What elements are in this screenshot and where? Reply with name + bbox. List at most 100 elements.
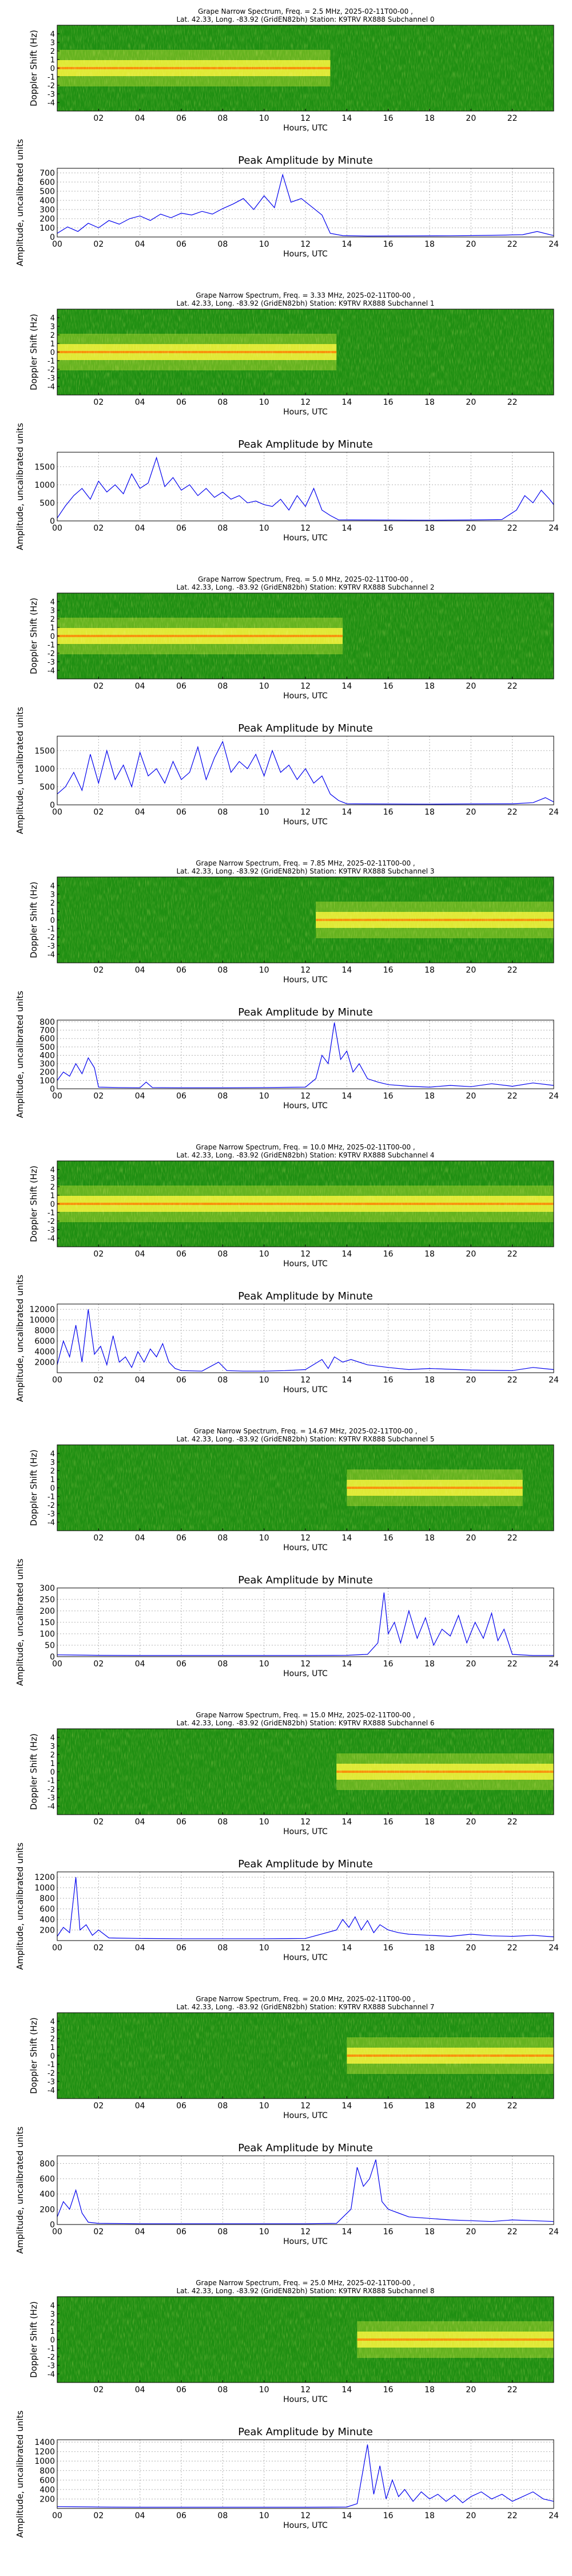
amplitude-xtick-label: 06 <box>176 808 186 817</box>
amplitude-ytick-label: 0 <box>50 2221 55 2230</box>
amplitude-xtick-label: 00 <box>52 1092 62 1101</box>
amplitude-xtick-label: 22 <box>507 2227 518 2237</box>
spectrogram-ytick-label: 0 <box>50 633 55 641</box>
amplitude-ytick-label: 200 <box>39 215 55 224</box>
spectrogram-ytick-label: 0 <box>50 1768 55 1777</box>
spectrogram-ytick-label: 0 <box>50 1484 55 1493</box>
amplitude-xtick-label: 08 <box>217 1943 228 1953</box>
amplitude-xtick-label: 20 <box>466 524 476 533</box>
spectrogram-xtick-label: 12 <box>300 2101 311 2111</box>
spectrogram-xtick-label: 22 <box>507 682 518 691</box>
amplitude-ytick-label: 0 <box>50 1085 55 1094</box>
spectrogram-ytick-label: -2 <box>47 934 55 942</box>
spectrogram-ytick-label: -4 <box>47 951 55 959</box>
spectrogram-xtick-label: 18 <box>424 114 435 123</box>
amplitude-xtick-label: 16 <box>383 1660 394 1669</box>
spectrogram-xtick-label: 22 <box>507 114 518 123</box>
spectrogram-xtick-label: 16 <box>383 966 394 975</box>
spectrogram-xtick-label: 18 <box>424 682 435 691</box>
spectrogram-xtick-label: 10 <box>259 682 269 691</box>
amplitude-ylabel: Amplitude, uncalibrated units <box>15 2127 25 2254</box>
amplitude-ytick-label: 10000 <box>29 1316 55 1325</box>
spectrogram-xtick-label: 14 <box>341 682 352 691</box>
amplitude-ytick-label: 700 <box>39 169 55 178</box>
amplitude-xtick-label: 20 <box>466 1092 476 1101</box>
spectrogram-xtick-label: 20 <box>466 682 476 691</box>
amplitude-series-line <box>57 2444 554 2508</box>
amplitude-xtick-label: 02 <box>93 2227 104 2237</box>
spectrogram-ytick-label: 1 <box>50 908 55 916</box>
amplitude-xtick-label: 16 <box>383 2511 394 2520</box>
spectrogram-xtick-label: 22 <box>507 1250 518 1259</box>
amplitude-xtick-label: 06 <box>176 1943 186 1953</box>
amplitude-ytick-label: 1000 <box>34 765 55 774</box>
amplitude-xtick-label: 10 <box>259 524 269 533</box>
spectrogram-xtick-label: 08 <box>217 682 228 691</box>
amplitude-xtick-label: 16 <box>383 240 394 249</box>
spectrogram-xtick-label: 16 <box>383 398 394 407</box>
amplitude-xtick-label: 00 <box>52 1660 62 1669</box>
spectrogram-ytick-label: -1 <box>47 1777 55 1785</box>
spectrogram-ytick-label: 0 <box>50 2336 55 2345</box>
spectrogram-ytick-label: 4 <box>50 1450 55 1459</box>
amplitude-ytick-label: 800 <box>39 2159 55 2168</box>
spectrogram-ytick-label: -2 <box>47 2069 55 2078</box>
spectrogram-title: Grape Narrow Spectrum, Freq. = 14.67 MHz… <box>193 1427 417 1435</box>
spectrogram-xtick-label: 02 <box>93 114 104 123</box>
spectrogram-xtick-label: 20 <box>466 398 476 407</box>
spectrogram-xtick-label: 02 <box>93 1250 104 1259</box>
amplitude-ytick-label: 500 <box>39 499 55 508</box>
spectrogram-ytick-label: 2 <box>50 615 55 624</box>
amplitude-ylabel: Amplitude, uncalibrated units <box>15 1843 25 1970</box>
amplitude-xtick-label: 12 <box>300 1943 311 1953</box>
spectrogram-ytick-label: 2 <box>50 2319 55 2328</box>
spectrogram-xtick-label: 08 <box>217 114 228 123</box>
amplitude-xtick-label: 06 <box>176 1376 186 1385</box>
spectrogram-xtick-label: 18 <box>424 398 435 407</box>
spectrogram-xtick-label: 20 <box>466 114 476 123</box>
amplitude-xtick-label: 22 <box>507 808 518 817</box>
amplitude-xtick-label: 02 <box>93 1660 104 1669</box>
spectrogram-xtick-label: 16 <box>383 1818 394 1827</box>
spectrogram-ytick-label: -3 <box>47 374 55 383</box>
amplitude-xtick-label: 24 <box>549 240 559 249</box>
spectrogram-title: Grape Narrow Spectrum, Freq. = 2.5 MHz, … <box>198 7 413 15</box>
panel-pair-7: Grape Narrow Spectrum, Freq. = 20.0 MHz,… <box>15 1995 559 2254</box>
spectrogram-xtick-label: 10 <box>259 1818 269 1827</box>
spectrogram-title: Grape Narrow Spectrum, Freq. = 25.0 MHz,… <box>196 2279 415 2287</box>
spectrogram-ytick-label: -2 <box>47 1218 55 1226</box>
spectrogram-ytick-label: 2 <box>50 1467 55 1476</box>
amplitude-xtick-label: 20 <box>466 1660 476 1669</box>
amplitude-xlabel: Hours, UTC <box>283 2237 328 2246</box>
amplitude-ytick-label: 4000 <box>34 1348 55 1357</box>
spectrogram-xtick-label: 16 <box>383 682 394 691</box>
spectrogram-ytick-label: -1 <box>47 2345 55 2353</box>
amplitude-xtick-label: 24 <box>549 1376 559 1385</box>
amplitude-ylabel: Amplitude, uncalibrated units <box>15 139 25 267</box>
amplitude-title: Peak Amplitude by Minute <box>238 722 373 734</box>
amplitude-frame <box>57 452 554 521</box>
panel-pair-4: Grape Narrow Spectrum, Freq. = 10.0 MHz,… <box>15 1143 559 1402</box>
amplitude-xtick-label: 12 <box>300 1092 311 1101</box>
amplitude-xtick-label: 24 <box>549 1660 559 1669</box>
spectrogram-ytick-label: 3 <box>50 1743 55 1751</box>
amplitude-ytick-label: 1400 <box>34 2438 55 2447</box>
amplitude-xtick-label: 00 <box>52 1376 62 1385</box>
spectrogram-ylabel: Doppler Shift (Hz) <box>29 598 39 674</box>
amplitude-xtick-label: 14 <box>341 1943 352 1953</box>
amplitude-ytick-label: 200 <box>39 1068 55 1077</box>
spectrogram-ytick-label: -2 <box>47 1502 55 1510</box>
spectrogram-subtitle: Lat. 42.33, Long. -83.92 (GridEN82bh) St… <box>176 583 434 591</box>
amplitude-series-line <box>57 1592 554 1656</box>
spectrogram-xtick-label: 12 <box>300 966 311 975</box>
spectrogram-xtick-label: 22 <box>507 398 518 407</box>
amplitude-xtick-label: 18 <box>424 2227 435 2237</box>
amplitude-xtick-label: 16 <box>383 2227 394 2237</box>
amplitude-ylabel: Amplitude, uncalibrated units <box>15 991 25 1119</box>
spectrogram-subtitle: Lat. 42.33, Long. -83.92 (GridEN82bh) St… <box>176 2003 434 2011</box>
spectrogram-ytick-label: 3 <box>50 891 55 899</box>
spectrogram-xtick-label: 16 <box>383 1250 394 1259</box>
amplitude-xtick-label: 24 <box>549 1943 559 1953</box>
amplitude-ytick-label: 500 <box>39 187 55 196</box>
amplitude-ytick-label: 1000 <box>34 1884 55 1893</box>
